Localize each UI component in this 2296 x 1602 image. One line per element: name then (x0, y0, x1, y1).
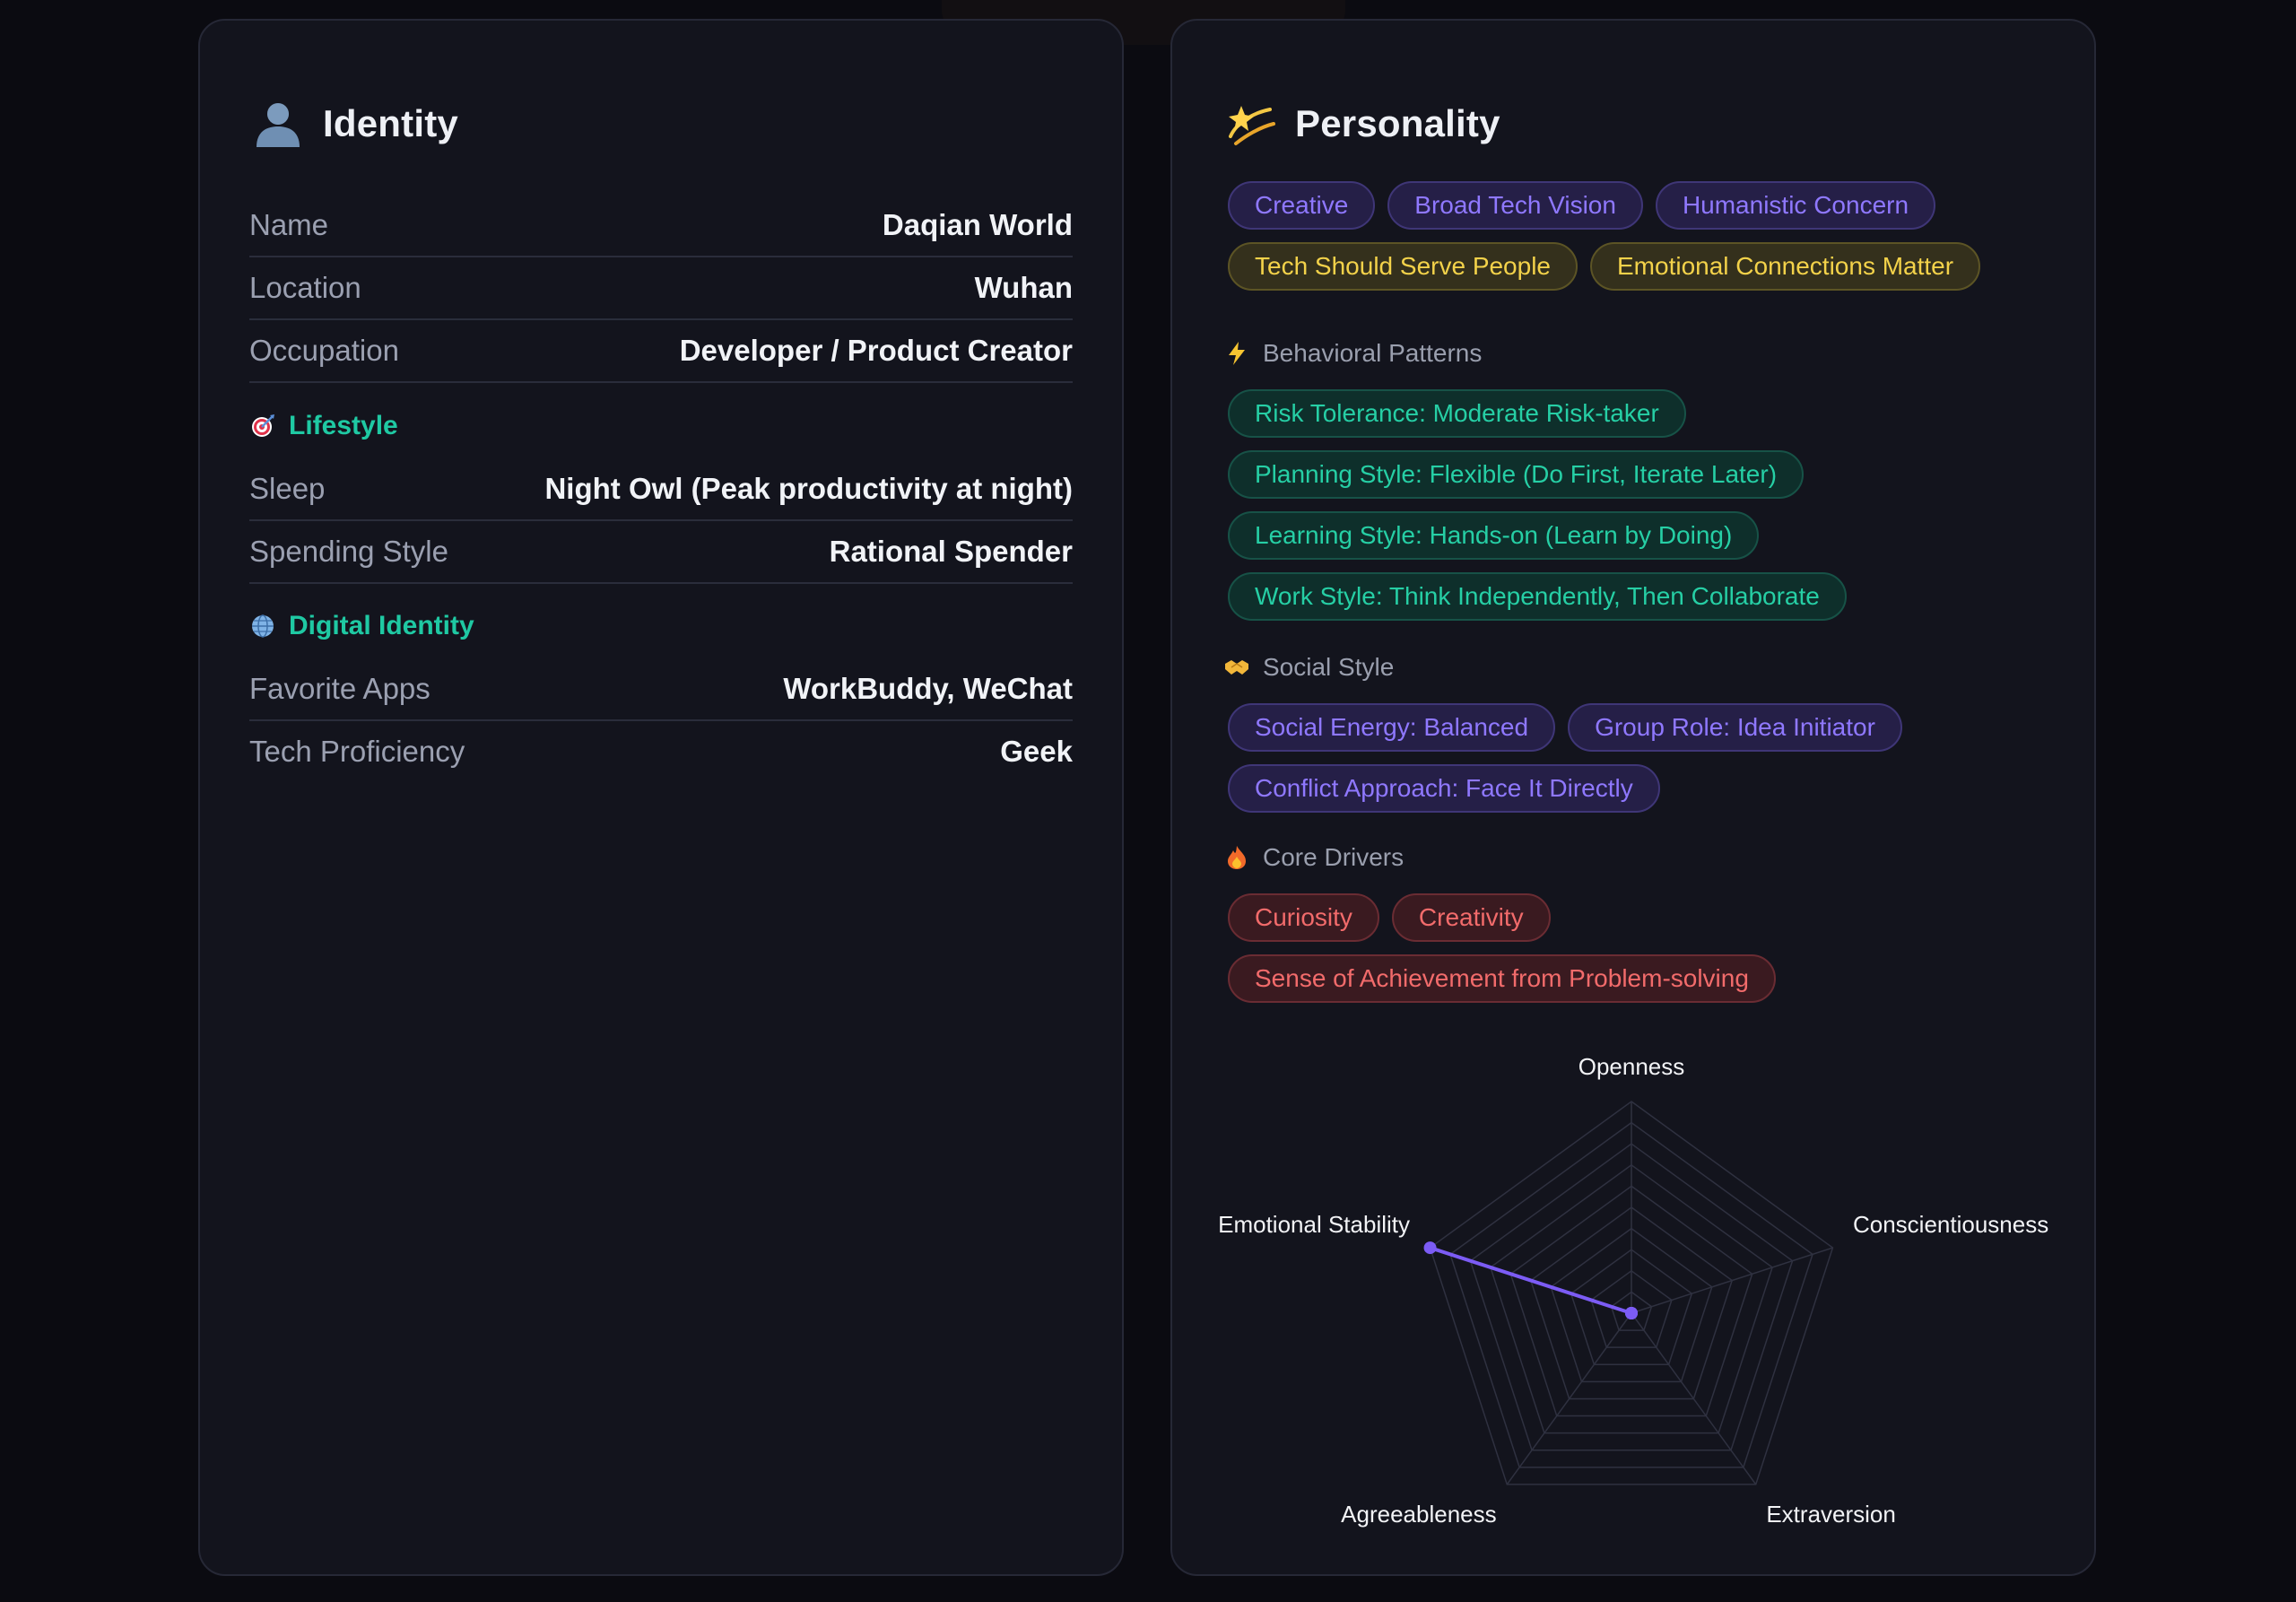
personality-radar-chart: Openness Conscientiousness Extraversion Agr… (1218, 1053, 2048, 1528)
core-drivers-tags: Curiosity Creativity Sense of Achievemen… (1228, 893, 1776, 1003)
radar-grid-ring (1590, 1269, 1673, 1348)
radar-spoke (1631, 1247, 1833, 1314)
radar-grid-ring (1550, 1227, 1713, 1383)
behavioral-patterns-tags: Risk Tolerance: Moderate Risk-taker Plan… (1228, 389, 1847, 621)
row-label: Name (249, 208, 329, 241)
digital-identity-heading: Digital Identity (249, 608, 474, 644)
identity-row-name: Name Daqian World (249, 195, 1073, 257)
trait-tag: Humanistic Concern (1655, 181, 1936, 230)
core-drivers-title: Core Drivers (1263, 843, 1405, 871)
row-label: Occupation (249, 334, 399, 367)
row-value: Daqian World (882, 208, 1073, 241)
social-style-tags: Social Energy: Balanced Group Role: Idea… (1228, 703, 1915, 813)
row-value: Developer / Product Creator (679, 334, 1073, 367)
personality-title: Personality (1295, 102, 1500, 144)
row-label: Favorite Apps (249, 672, 430, 705)
identity-row-occupation: Occupation Developer / Product Creator (249, 320, 1073, 383)
driver-tag: Creativity (1391, 893, 1551, 942)
lifestyle-heading: Lifestyle (249, 408, 398, 444)
radar-axis-labels: Openness Conscientiousness Extraversion Agr… (1218, 1053, 2048, 1528)
personality-header: Personality (1222, 92, 1500, 155)
radar-grid-ring (1570, 1249, 1693, 1366)
identity-row-location: Location Wuhan (249, 257, 1073, 320)
row-value: Wuhan (974, 271, 1073, 304)
globe-icon (249, 613, 276, 640)
digital-identity-list: Favorite Apps WorkBuddy, WeChat Tech Pro… (249, 658, 1073, 782)
target-icon (249, 413, 276, 440)
row-value: Rational Spender (829, 535, 1073, 568)
identity-header: Identity (249, 92, 458, 155)
radar-grid-ring (1509, 1185, 1753, 1417)
radar-axis-label: Extraversion (1766, 1501, 1896, 1528)
lifestyle-row-sleep: Sleep Night Owl (Peak productivity at ni… (249, 458, 1073, 521)
digital-row-apps: Favorite Apps WorkBuddy, WeChat (249, 658, 1073, 721)
radar-series-shape (1428, 1246, 1633, 1315)
driver-tag: Sense of Achievement from Problem-solvin… (1228, 954, 1776, 1003)
trait-tag: Broad Tech Vision (1387, 181, 1643, 230)
lifestyle-title: Lifestyle (289, 411, 398, 440)
handshake-icon (1223, 654, 1250, 681)
identity-basic-list: Name Daqian World Location Wuhan Occupat… (249, 195, 1073, 383)
behavior-tag: Planning Style: Flexible (Do First, Iter… (1228, 450, 1805, 499)
behavior-tag: Work Style: Think Independently, Then Co… (1228, 572, 1847, 621)
radar-grid-ring (1529, 1206, 1734, 1400)
social-tag: Conflict Approach: Face It Directly (1228, 764, 1660, 813)
traits-and-values-tags: Creative Broad Tech Vision Humanistic Co… (1228, 181, 2058, 291)
behavior-tag: Risk Tolerance: Moderate Risk-taker (1228, 389, 1686, 438)
driver-tag: Curiosity (1228, 893, 1379, 942)
radar-point (1625, 1307, 1638, 1319)
radar-spoke (1506, 1312, 1632, 1485)
fire-icon (1223, 844, 1250, 871)
user-silhouette-icon (249, 95, 307, 152)
radar-grid-ring (1429, 1101, 1834, 1485)
row-label: Tech Proficiency (249, 735, 465, 768)
radar-point (1423, 1241, 1437, 1255)
row-value: WorkBuddy, WeChat (783, 672, 1073, 705)
social-style-heading: Social Style (1223, 649, 1394, 685)
digital-row-tech: Tech Proficiency Geek (249, 721, 1073, 782)
behavior-tag: Learning Style: Hands-on (Learn by Doing… (1228, 511, 1760, 560)
social-tag: Group Role: Idea Initiator (1568, 703, 1902, 752)
radar-grid-ring (1469, 1143, 1794, 1451)
row-label: Spending Style (249, 535, 448, 568)
row-label: Location (249, 271, 361, 304)
radar-grid-ring (1610, 1291, 1653, 1331)
radar-axis-label: Agreeableness (1341, 1501, 1496, 1528)
radar-grid (1429, 1101, 1834, 1485)
lifestyle-list: Sleep Night Owl (Peak productivity at ni… (249, 458, 1073, 584)
radar-axis-label: Conscientiousness (1853, 1211, 2048, 1238)
lightning-icon (1223, 340, 1250, 367)
radar-spokes (1430, 1101, 1833, 1485)
behavioral-patterns-title: Behavioral Patterns (1263, 339, 1483, 367)
radar-axis-label: Openness (1578, 1053, 1685, 1080)
social-tag: Social Energy: Balanced (1228, 703, 1556, 752)
radar-spoke (1631, 1312, 1757, 1485)
digital-identity-title: Digital Identity (289, 611, 474, 640)
dizzy-star-icon (1222, 95, 1279, 152)
personality-card: Personality Creative Broad Tech Vision H… (1170, 19, 2096, 1576)
identity-title: Identity (323, 102, 458, 144)
trait-tag: Creative (1228, 181, 1376, 230)
value-tag: Emotional Connections Matter (1590, 242, 1981, 291)
core-drivers-heading: Core Drivers (1223, 840, 1404, 875)
row-value: Geek (1000, 735, 1073, 768)
value-tag: Tech Should Serve People (1228, 242, 1578, 291)
radar-series (1423, 1241, 1638, 1319)
radar-grid-ring (1490, 1163, 1773, 1434)
radar-axis-label: Emotional Stability (1218, 1211, 1410, 1238)
radar-grid-ring (1449, 1121, 1813, 1468)
behavioral-patterns-heading: Behavioral Patterns (1223, 335, 1482, 371)
identity-card: Identity Name Daqian World Location Wuha… (198, 19, 1124, 1576)
row-value: Night Owl (Peak productivity at night) (544, 472, 1073, 505)
lifestyle-row-spending: Spending Style Rational Spender (249, 521, 1073, 584)
social-style-title: Social Style (1263, 653, 1395, 681)
row-label: Sleep (249, 472, 326, 505)
